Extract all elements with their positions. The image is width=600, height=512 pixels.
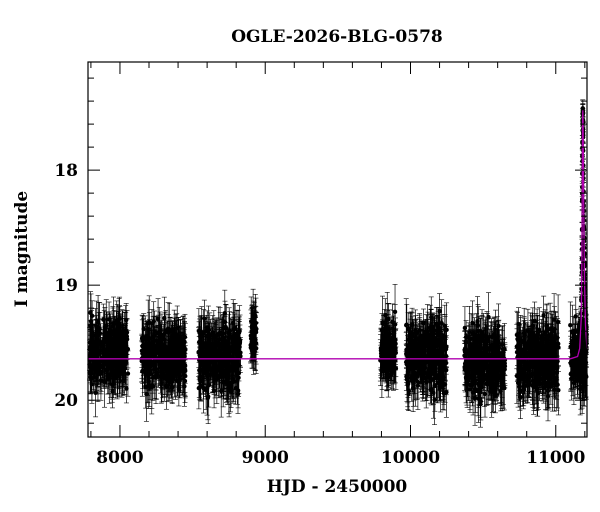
point-marker: [115, 374, 119, 378]
point-marker: [214, 369, 218, 373]
point-marker: [197, 340, 201, 344]
point-marker: [254, 346, 258, 350]
point-marker: [231, 377, 235, 381]
point-marker: [114, 341, 118, 345]
point-marker: [178, 342, 182, 346]
point-marker: [164, 328, 168, 332]
point-marker: [118, 331, 122, 335]
point-marker: [223, 364, 227, 368]
point-marker: [162, 376, 166, 380]
point-marker: [211, 365, 215, 369]
point-marker: [124, 386, 128, 390]
point-marker: [228, 345, 232, 349]
point-marker: [250, 337, 254, 341]
point-marker: [200, 349, 204, 353]
point-marker: [237, 345, 241, 349]
point-marker: [108, 339, 112, 343]
point-marker: [108, 362, 112, 366]
point-marker: [148, 359, 152, 363]
point-marker: [205, 386, 209, 390]
point-marker: [212, 389, 216, 393]
point-marker: [91, 349, 95, 353]
point-marker: [124, 318, 128, 322]
point-marker: [219, 352, 223, 356]
point-marker: [177, 352, 181, 356]
point-marker: [156, 317, 160, 321]
point-marker: [104, 323, 108, 327]
point-marker: [118, 338, 122, 342]
x-axis-label: HJD - 2450000: [267, 477, 408, 497]
point-marker: [110, 368, 114, 372]
point-marker: [238, 338, 242, 342]
point-marker: [221, 380, 225, 384]
point-marker: [208, 357, 212, 361]
point-marker: [99, 364, 103, 368]
point-marker: [151, 334, 155, 338]
point-marker: [91, 339, 95, 343]
point-marker: [206, 396, 210, 400]
point-marker: [200, 331, 204, 335]
point-marker: [154, 374, 158, 378]
point-marker: [104, 361, 108, 365]
point-marker: [178, 377, 182, 381]
point-marker: [95, 351, 99, 355]
data-points: [87, 100, 589, 427]
point-marker: [172, 332, 176, 336]
point-marker: [231, 338, 235, 342]
point-marker: [140, 349, 144, 353]
point-marker: [121, 368, 125, 372]
point-marker: [93, 391, 97, 395]
point-marker: [253, 314, 257, 318]
point-marker: [232, 327, 236, 331]
point-marker: [181, 363, 185, 367]
point-marker: [151, 363, 155, 367]
point-marker: [201, 361, 205, 365]
point-marker: [167, 372, 171, 376]
point-marker: [203, 341, 207, 345]
point-marker: [166, 365, 170, 369]
chart-title: OGLE-2026-BLG-0578: [231, 27, 443, 47]
point-marker: [124, 346, 128, 350]
point-marker: [88, 345, 92, 349]
y-axis-label: I magnitude: [12, 191, 32, 308]
point-marker: [225, 360, 229, 364]
point-marker: [197, 386, 201, 390]
point-marker: [144, 392, 148, 396]
point-marker: [236, 376, 240, 380]
point-marker: [150, 385, 154, 389]
point-marker: [171, 364, 175, 368]
point-marker: [235, 364, 239, 368]
point-marker: [98, 339, 102, 343]
point-marker: [204, 356, 208, 360]
